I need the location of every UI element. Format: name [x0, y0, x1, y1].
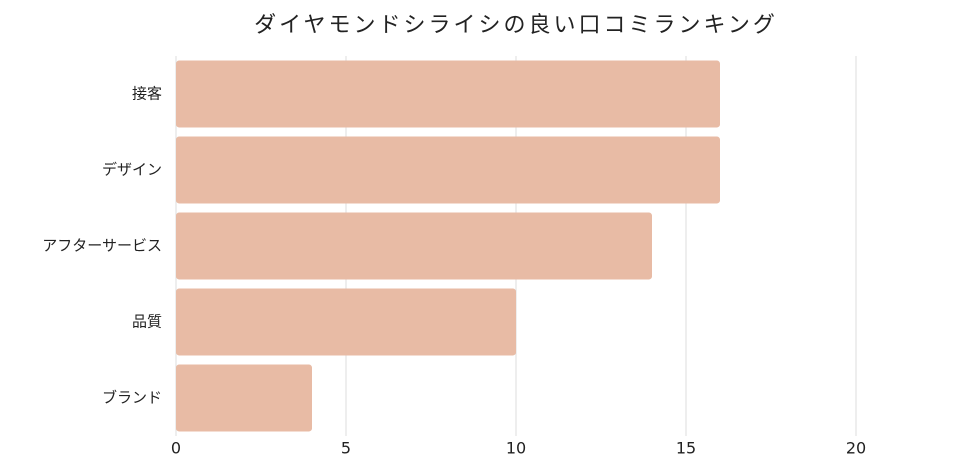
y-tick-label: デザイン [102, 161, 162, 179]
x-tick-label: 10 [506, 439, 526, 458]
y-tick-label: 接客 [132, 85, 162, 103]
y-tick-label: ブランド [102, 389, 162, 407]
y-tick-label: 品質 [132, 313, 162, 331]
bar [176, 288, 516, 356]
bar [176, 364, 312, 432]
bar [176, 60, 720, 128]
x-tick-label: 5 [341, 439, 351, 458]
bar [176, 212, 652, 280]
x-tick-label: 20 [846, 439, 866, 458]
y-tick-label: アフターサービス [42, 237, 162, 255]
x-tick-label: 0 [171, 439, 181, 458]
bar [176, 136, 720, 204]
chart-title: ダイヤモンドシライシの良い口コミランキング [254, 13, 778, 38]
x-tick-label: 15 [676, 439, 696, 458]
